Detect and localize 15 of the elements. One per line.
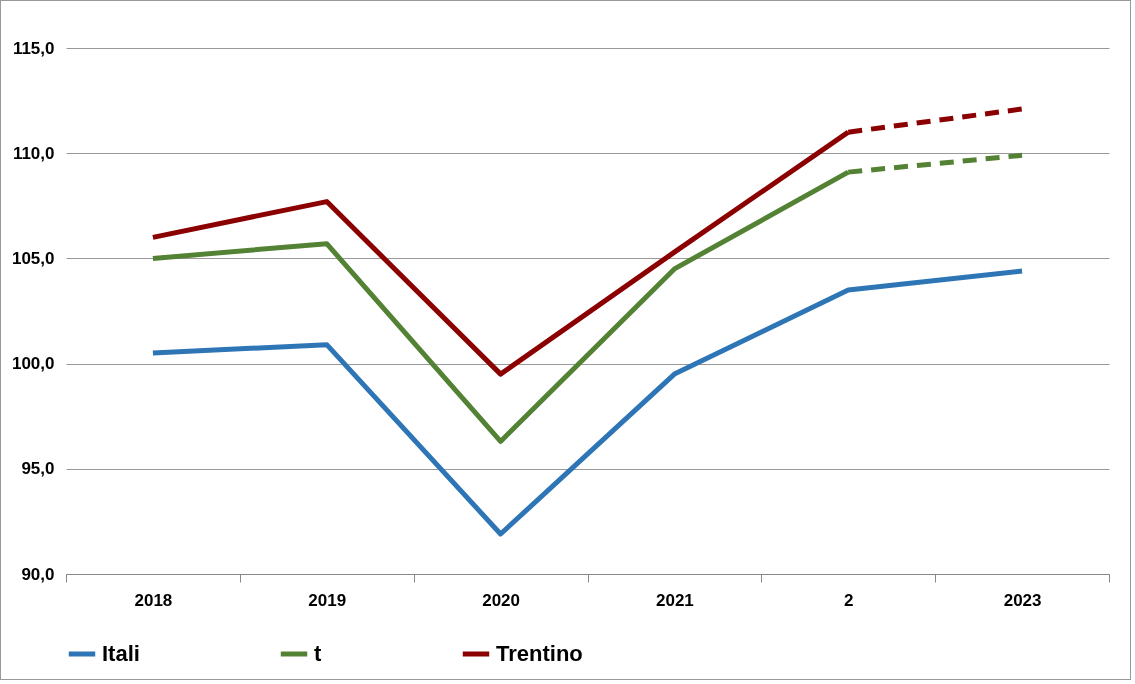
x-tick-label: 2021 (656, 590, 694, 610)
y-tick-label: 90,0 (21, 564, 55, 584)
x-tick-label: 2018 (134, 590, 173, 610)
legend-label: Trentino (496, 641, 583, 666)
y-tick-label: 95,0 (21, 459, 55, 479)
legend-label: Itali (102, 641, 140, 666)
y-tick-label: 100,0 (11, 354, 55, 374)
y-tick-label: 105,0 (11, 248, 55, 268)
y-tick-label: 115,0 (12, 38, 55, 58)
x-tick-label: 2 (844, 590, 854, 610)
x-tick-label: 2019 (308, 590, 347, 610)
legend-label: t (314, 641, 322, 666)
x-tick-label: 2023 (1003, 590, 1042, 610)
y-tick-label: 110,0 (12, 143, 55, 163)
x-tick-label: 2020 (482, 590, 520, 610)
